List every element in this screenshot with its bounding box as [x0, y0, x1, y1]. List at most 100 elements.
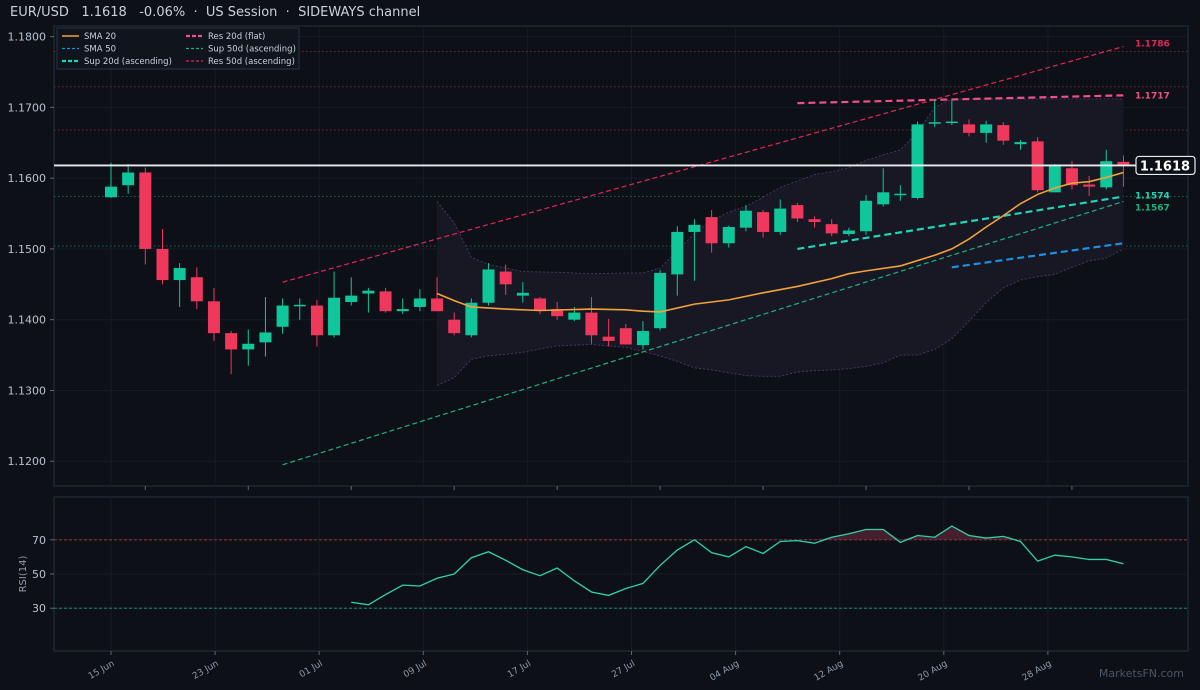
candle-body: [362, 290, 375, 294]
candle-body: [945, 121, 958, 124]
y-tick-label: 1.1700: [8, 101, 47, 114]
rsi-overbought-fill: [848, 529, 867, 540]
y-tick-label: 1.1200: [8, 455, 47, 468]
chart-header: EUR/USD 1.1618 -0.06% · US Session · SID…: [10, 5, 421, 20]
candle-body: [465, 302, 478, 336]
candle-body: [928, 122, 941, 124]
candle: [757, 210, 770, 238]
price-change: -0.06%: [139, 5, 186, 20]
last-price-tag: [1135, 155, 1196, 176]
candle-body: [963, 124, 975, 133]
candle-body: [328, 297, 341, 336]
candle-body: [431, 298, 444, 312]
candle: [156, 229, 169, 285]
candle-body: [619, 328, 632, 345]
candle: [345, 277, 358, 306]
rsi-y-tick-label: 50: [32, 568, 46, 581]
candle-body: [310, 305, 323, 336]
y-tick-label: 1.1300: [8, 384, 47, 397]
watermark: MarketsFN.com: [1098, 667, 1184, 680]
candle-body: [139, 172, 152, 249]
candle: [928, 100, 941, 128]
candle: [688, 219, 701, 281]
last-price-tag-label: 1.1618: [1140, 159, 1190, 174]
legend-label: SMA 20: [84, 32, 116, 42]
candle: [379, 287, 392, 313]
candle-body: [207, 301, 220, 334]
candle-body: [1048, 166, 1061, 193]
candle: [945, 100, 958, 126]
candle-body: [602, 336, 615, 341]
candle: [482, 263, 495, 306]
x-tick-label: 28 Aug: [1021, 659, 1054, 684]
candle: [980, 120, 993, 143]
candle-body: [654, 272, 667, 329]
candle-body: [225, 333, 238, 350]
session-label: US Session: [205, 5, 278, 20]
candle-body: [448, 319, 461, 334]
candle: [894, 185, 907, 201]
trendline: [282, 200, 1124, 466]
trendline: [951, 242, 1124, 269]
candle: [207, 287, 220, 341]
candle-body: [860, 200, 873, 232]
rsi-line: [351, 525, 1124, 606]
candle-body: [156, 248, 169, 281]
candle-body: [396, 309, 409, 312]
rsi-y-tick-label: 30: [32, 602, 46, 615]
candle-body: [499, 271, 512, 285]
band-upper-line: [436, 98, 1124, 275]
candle-body: [190, 277, 203, 302]
candle-body: [534, 298, 546, 311]
candle-body: [671, 231, 684, 275]
candle: [705, 210, 718, 253]
candle-body: [413, 298, 426, 307]
candle-body: [276, 305, 289, 327]
candle-body: [345, 295, 358, 302]
candle-body: [688, 224, 701, 232]
candle: [825, 219, 838, 237]
candle: [739, 205, 752, 232]
rsi-overbought-fill: [883, 529, 901, 540]
candle-body: [1065, 168, 1078, 186]
candle-body: [877, 192, 890, 205]
band-lower-line: [436, 248, 1124, 386]
candle-body: [911, 124, 924, 198]
candle: [722, 225, 735, 248]
candle-body: [568, 312, 581, 320]
candle: [860, 195, 873, 235]
x-tick-label: 12 Aug: [813, 659, 846, 684]
legend-label: Sup 50d (ascending): [208, 45, 296, 55]
legend: SMA 20 Res 20d (flat) SMA 50 Sup 50d (ascen…: [56, 27, 300, 70]
candle: [791, 202, 804, 223]
candle: [1014, 139, 1027, 150]
x-tick-label: 01 Jul: [298, 659, 325, 680]
candle: [499, 264, 512, 295]
candle-body: [636, 331, 649, 346]
candle-body: [242, 343, 255, 350]
last-price: 1.1618: [81, 5, 127, 20]
candle-body: [293, 304, 306, 307]
x-tick-label: 27 Jul: [610, 659, 637, 680]
trendline-end-label: 1.1786: [1135, 40, 1170, 50]
rsi-overbought-fill: [866, 529, 884, 540]
candle-body: [482, 269, 495, 303]
candle: [396, 298, 409, 315]
legend-label: Sup 20d (ascending): [84, 57, 172, 67]
candle: [276, 298, 289, 334]
x-tick-label: 09 Jul: [402, 659, 429, 680]
rsi-y-tick-label: 70: [32, 534, 46, 547]
candle: [619, 323, 632, 345]
legend-label: Res 50d (ascending): [208, 57, 295, 67]
candle-body: [1117, 161, 1130, 166]
candle: [122, 164, 135, 194]
channel-label: SIDEWAYS channel: [298, 5, 421, 20]
candle-body: [894, 193, 907, 196]
trendline: [282, 45, 1124, 283]
candle-body: [122, 172, 135, 186]
x-tick-label: 20 Aug: [917, 659, 950, 684]
candle: [602, 318, 615, 347]
candle: [413, 289, 426, 312]
candle: [636, 321, 649, 350]
